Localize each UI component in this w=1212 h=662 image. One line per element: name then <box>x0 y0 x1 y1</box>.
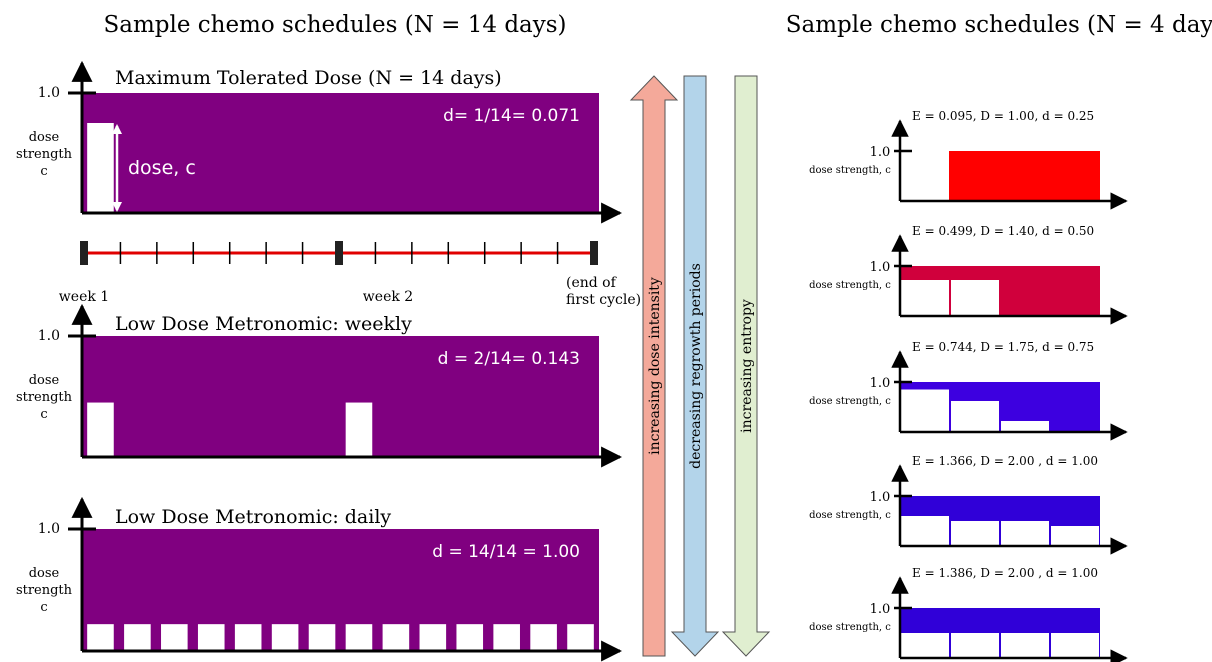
timeline-week-marker <box>335 241 343 265</box>
dose-bar <box>419 624 447 651</box>
right-panel-2: 1.0 dose strength, c E = 0.499, D = 1.40, … <box>809 224 1128 325</box>
timeline-week-marker <box>80 241 88 265</box>
dose-bar <box>382 624 410 651</box>
end-of-cycle-label: (end of first cycle) <box>566 275 641 308</box>
trend-arrow-1: increasing dose intensity <box>629 75 679 657</box>
y-axis-label: dose strength c <box>16 566 73 615</box>
left-panel-2: 1.0 dose strength c Low Dose Metronomic: wee… <box>16 303 623 468</box>
dose-bar <box>197 624 225 651</box>
right-panel-3: 1.0 dose strength, c E = 0.744, D = 1.75, … <box>809 340 1128 441</box>
panel-title: Low Dose Metronomic: weekly <box>115 313 412 335</box>
dose-bar <box>234 624 262 651</box>
dose-bar <box>951 401 999 432</box>
dose-bar <box>124 624 151 651</box>
right-title: Sample chemo schedules (N = 4 days) <box>786 12 1212 38</box>
y-tick-label: 1.0 <box>870 376 891 391</box>
dose-bar <box>901 516 949 546</box>
dose-bar <box>308 624 336 651</box>
dose-bar <box>456 624 484 651</box>
left-panel-1: 1.0 dose strength c Maximum Tolerated Dose (… <box>16 60 623 224</box>
arrow-label: increasing dose intensity <box>647 277 663 455</box>
dose-bar <box>901 280 949 316</box>
schedule-metrics: E = 1.386, D = 2.00 , d = 1.00 <box>912 566 1098 580</box>
schedule-metrics: E = 0.095, D = 1.00, d = 0.25 <box>912 109 1094 123</box>
dose-bar <box>87 123 114 213</box>
dose-bar <box>567 624 594 651</box>
dose-bar <box>87 624 114 651</box>
y-axis-label: dose strength, c <box>809 510 891 521</box>
y-tick-label: 1.0 <box>38 521 60 537</box>
panel-background <box>82 336 599 457</box>
timeline: week 1 week 2 (end of first cycle) <box>59 241 641 308</box>
arrow-label: decreasing regrowth periods <box>688 263 704 469</box>
y-axis-label: dose strength, c <box>809 396 891 407</box>
dose-bar <box>951 521 999 546</box>
dose-bar <box>271 624 299 651</box>
right-panel-5: 1.0 dose strength, c E = 1.386, D = 2.00 ,… <box>809 566 1128 662</box>
week1-label: week 1 <box>59 289 109 305</box>
y-tick-label: 1.0 <box>38 328 60 344</box>
panel-title: Low Dose Metronomic: daily <box>115 506 391 528</box>
y-tick-label: 1.0 <box>870 260 891 275</box>
y-axis-label: dose strength, c <box>809 280 891 291</box>
left-panels: 1.0 dose strength c Maximum Tolerated Dose (… <box>16 60 623 662</box>
dose-bar <box>901 151 949 201</box>
right-panel-4: 1.0 dose strength, c E = 1.366, D = 2.00 ,… <box>809 454 1128 555</box>
right-panel-1: 1.0 dose strength, c E = 0.095, D = 1.00, … <box>809 109 1128 210</box>
y-axis-label: dose strength c <box>16 373 73 422</box>
panel-title: Maximum Tolerated Dose (N = 14 days) <box>115 67 502 89</box>
y-tick-label: 1.0 <box>870 490 891 505</box>
dose-bar <box>901 633 949 658</box>
dose-bar <box>345 624 373 651</box>
dose-bar <box>951 280 999 316</box>
arrow-shape <box>721 75 771 657</box>
y-axis-label: dose strength c <box>16 130 73 179</box>
arrow-label: increasing entropy <box>739 299 755 433</box>
arrow-shape <box>629 75 679 657</box>
schedule-metrics: E = 0.744, D = 1.75, d = 0.75 <box>912 340 1094 354</box>
dose-bar <box>1001 633 1049 658</box>
dose-bar <box>1051 633 1099 658</box>
y-tick-label: 1.0 <box>38 85 60 101</box>
dose-bar <box>345 402 373 457</box>
y-axis-label: dose strength, c <box>809 165 891 176</box>
dose-bar <box>1001 421 1049 432</box>
schedule-metrics: E = 1.366, D = 2.00 , d = 1.00 <box>912 454 1098 468</box>
arrow-shape <box>670 75 720 657</box>
dose-bar <box>1051 526 1099 546</box>
density-label: d= 1/14= 0.071 <box>443 106 580 126</box>
panel-background <box>82 93 599 213</box>
dose-bar <box>951 633 999 658</box>
dose-bar <box>161 624 188 651</box>
timeline-week-marker <box>590 241 598 265</box>
density-label: d = 2/14= 0.143 <box>438 349 580 369</box>
dose-bar <box>901 389 949 432</box>
y-tick-label: 1.0 <box>870 602 891 617</box>
schedule-metrics: E = 0.499, D = 1.40, d = 0.50 <box>912 224 1094 238</box>
trend-arrows: increasing dose intensity decreasing regr… <box>629 75 771 657</box>
left-title: Sample chemo schedules (N = 14 days) <box>103 12 566 38</box>
dose-annotation: dose, c <box>128 157 196 179</box>
trend-arrow-2: decreasing regrowth periods <box>670 75 720 657</box>
density-label: d = 14/14 = 1.00 <box>432 542 580 562</box>
y-tick-label: 1.0 <box>870 145 891 160</box>
y-axis-label: dose strength, c <box>809 622 891 633</box>
dose-bar <box>493 624 520 651</box>
dose-bar <box>1001 521 1049 546</box>
trend-arrow-3: increasing entropy <box>721 75 771 657</box>
left-panel-3: 1.0 dose strength c Low Dose Metronomic: dai… <box>16 496 623 662</box>
dose-bar <box>87 402 114 457</box>
right-panels: 1.0 dose strength, c E = 0.095, D = 1.00, … <box>809 109 1128 662</box>
week2-label: week 2 <box>363 289 413 305</box>
dose-bar <box>530 624 557 651</box>
